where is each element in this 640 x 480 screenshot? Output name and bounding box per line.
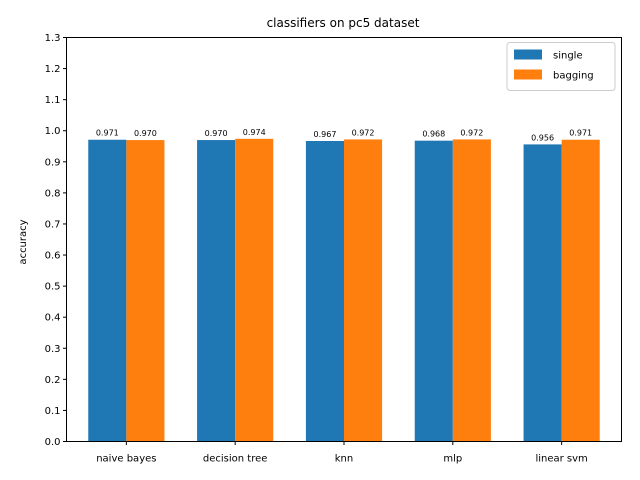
- legend-swatch-single: [514, 49, 542, 60]
- y-tick-label: 0.8: [45, 188, 61, 199]
- y-tick-label: 0.3: [45, 344, 61, 355]
- y-tick-label: 0.9: [45, 157, 61, 168]
- data-label-bagging-2: 0.972: [352, 128, 375, 137]
- y-tick-label: 0.7: [45, 219, 61, 230]
- data-label-single-0: 0.971: [96, 129, 119, 138]
- data-label-bagging-4: 0.971: [569, 129, 592, 138]
- y-tick-label: 0.4: [45, 313, 61, 324]
- x-tick-label: linear svm: [535, 454, 587, 465]
- y-axis-label: accuracy: [18, 219, 29, 264]
- data-label-single-4: 0.956: [531, 133, 554, 142]
- legend: single bagging: [506, 42, 616, 91]
- x-axis-ticks: naive bayes decision tree knn mlp linear svm: [96, 441, 588, 465]
- bar-single-2: [305, 140, 344, 442]
- bar-single-1: [197, 140, 236, 442]
- y-tick-label: 1.2: [45, 64, 61, 75]
- bar-single-3: [414, 140, 453, 442]
- y-tick-label: 1.3: [45, 33, 61, 44]
- data-labels-group: 0.971 0.970 0.967 0.968 0.956 0.970 0.974 0.972…: [96, 128, 592, 143]
- data-label-bagging-1: 0.974: [243, 128, 266, 137]
- data-label-single-1: 0.970: [205, 129, 228, 138]
- x-tick-label: naive bayes: [96, 454, 156, 465]
- plot-frame: [66, 37, 622, 442]
- chart-title: classifiers on pc5 dataset: [267, 16, 420, 30]
- data-label-bagging-3: 0.972: [460, 128, 483, 137]
- y-tick-label: 1.1: [45, 95, 61, 106]
- y-axis-ticks: 0.0 0.1 0.2 0.3 0.4 0.5 0.6 0.7 0.8 0.9 1.0 1.1 1.2 1…: [45, 33, 67, 448]
- x-tick-label: decision tree: [203, 454, 268, 465]
- y-tick-label: 0.0: [45, 437, 61, 448]
- data-label-single-2: 0.967: [314, 130, 337, 139]
- data-label-bagging-0: 0.970: [134, 129, 157, 138]
- bars-group: [88, 138, 600, 442]
- bar-bagging-3: [452, 139, 491, 442]
- bar-single-4: [523, 144, 562, 442]
- y-tick-label: 1.0: [45, 126, 61, 137]
- x-tick-label: mlp: [443, 454, 462, 465]
- bar-bagging-4: [561, 139, 600, 442]
- data-label-single-3: 0.968: [422, 130, 445, 139]
- y-tick-label: 0.6: [45, 251, 61, 262]
- legend-swatch-bagging: [514, 69, 542, 80]
- bar-bagging-1: [235, 138, 274, 442]
- legend-label-single: single: [553, 51, 583, 62]
- bar-bagging-0: [126, 140, 165, 442]
- bar-single-0: [88, 139, 127, 442]
- y-tick-label: 0.1: [45, 406, 61, 417]
- bar-bagging-2: [344, 139, 383, 442]
- legend-label-bagging: bagging: [553, 71, 594, 82]
- y-tick-label: 0.5: [45, 282, 61, 293]
- x-tick-label: knn: [335, 454, 353, 465]
- y-tick-label: 0.2: [45, 375, 61, 386]
